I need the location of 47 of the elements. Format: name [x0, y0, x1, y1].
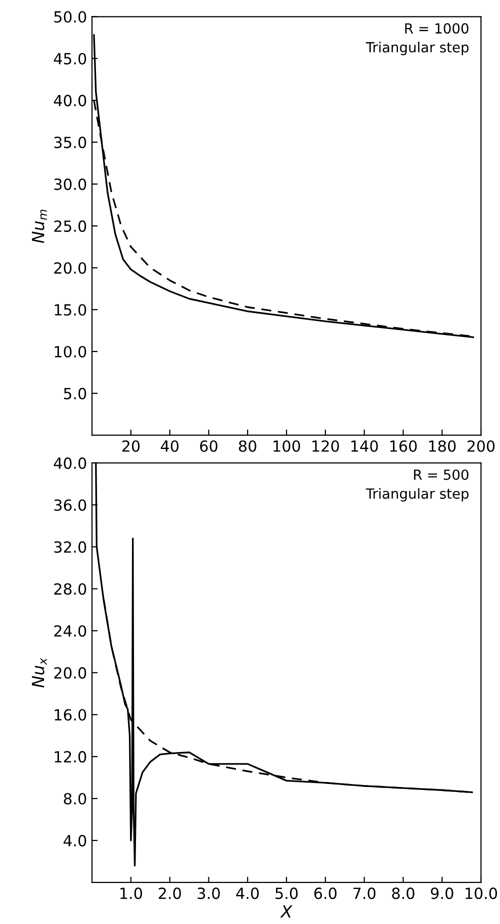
x-tick-label: 200 [468, 440, 495, 452]
y-tick-label: 40.0 [54, 457, 86, 469]
y-tick-label: 35.0 [54, 136, 86, 148]
y-tick-label: 10.0 [54, 346, 86, 358]
x-tick-label: 10.0 [466, 888, 497, 900]
y-tick-label: 15.0 [54, 304, 86, 316]
x-tick-label: 140 [351, 440, 378, 452]
x-tick-label: 160 [390, 440, 417, 452]
y-tick-label: 45.0 [54, 52, 86, 65]
y-tick-label: 24.0 [54, 625, 86, 637]
y-axis-title: Nu$_{x}$ [32, 658, 47, 688]
x-tick-label: 8.0 [392, 888, 414, 900]
x-tick-label: 9.0 [430, 888, 454, 900]
annotation: Triangular step [366, 488, 469, 502]
x-tick-label: 2.0 [158, 888, 181, 900]
y-tick-label: 36.0 [54, 499, 86, 511]
y-tick-label: 5.0 [64, 388, 86, 400]
y-tick-label: 20.0 [54, 667, 86, 679]
y-tick-label: 25.0 [54, 220, 86, 232]
x-tick-label: 60 [200, 440, 218, 452]
x-tick-label: 80 [238, 440, 256, 452]
x-axis-title: X [280, 905, 293, 918]
y-tick-label: 16.0 [54, 709, 86, 721]
x-tick-label: 5.0 [276, 888, 298, 900]
y-tick-label: 20.0 [54, 262, 86, 274]
x-tick-label: 40 [160, 440, 179, 452]
x-tick-label: 6.0 [314, 888, 337, 900]
annotation: R = 1000 [405, 23, 468, 34]
x-tick-label: 180 [429, 440, 456, 452]
y-tick-label: 28.0 [54, 583, 86, 595]
y-tick-label: 30.0 [54, 178, 86, 190]
x-tick-label: 3.0 [198, 888, 220, 900]
x-tick-label: 4.0 [236, 888, 259, 900]
y-tick-label: 40.0 [54, 94, 86, 106]
y-tick-label: 50.0 [54, 11, 86, 23]
x-tick-label: 7.0 [353, 888, 376, 900]
x-tick-label: 120 [312, 440, 339, 452]
x-tick-label: 20 [122, 440, 140, 452]
y-axis-title: Nu$_{m}$ [32, 210, 47, 244]
y-tick-label: 8.0 [64, 792, 86, 805]
x-tick-label: 100 [274, 440, 300, 452]
annotation: Triangular step [366, 42, 469, 56]
y-tick-label: 4.0 [64, 834, 86, 846]
y-tick-label: 12.0 [54, 751, 86, 763]
x-tick-label: 1.0 [120, 888, 142, 900]
y-tick-label: 32.0 [54, 541, 86, 553]
annotation: R = 500 [414, 469, 468, 480]
